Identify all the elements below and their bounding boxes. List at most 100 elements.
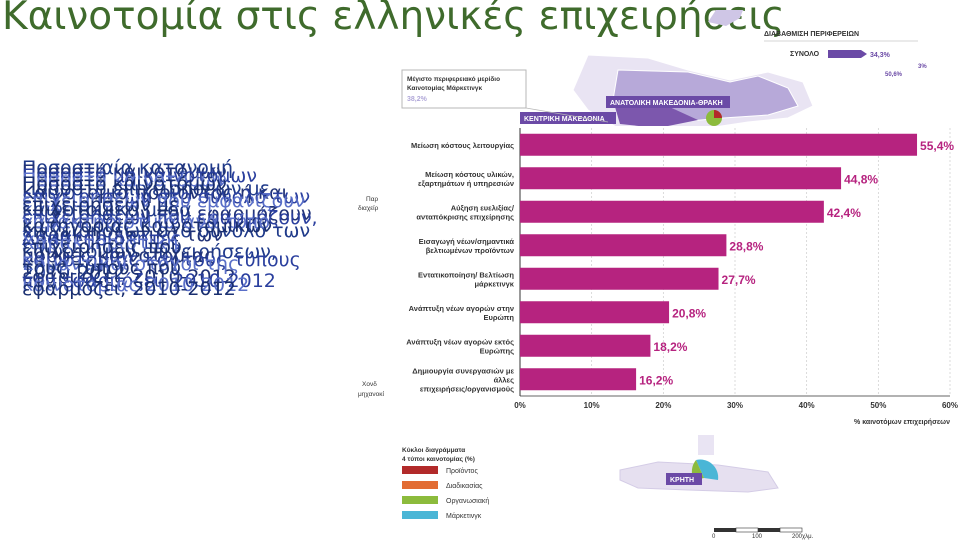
map-pie-slice — [714, 110, 722, 118]
caption-line: καινοτομικό μέσα — [22, 199, 192, 221]
bar — [520, 200, 824, 223]
scale-200: 200χλμ. — [792, 534, 814, 540]
x-tick-label: 30% — [727, 401, 743, 410]
figure: ΔΙΑΒΑΘΜΙΣΗ ΠΕΡΙΦΕΡΕΙΩΝ ΣΥΝΟΛΟ 34,3% 3% 5… — [358, 10, 958, 540]
scale-seg-3 — [758, 528, 780, 532]
bar — [520, 334, 651, 357]
legend-label: Μάρκετινγκ — [446, 512, 482, 520]
caption-line: μορφές καινοτομίας — [22, 245, 216, 267]
bar-value-label: 18,2% — [653, 340, 687, 354]
bar-chart: 0% 10% 20% 30% 40% 50% 60% 55,4% Μείωση κόστους … — [386, 126, 958, 426]
caption-line: επιχειρήσεων με — [22, 194, 180, 216]
bar — [520, 301, 670, 324]
crete-pie-marketing — [696, 459, 719, 480]
left-cut-2: διαχείρ — [358, 204, 379, 212]
category-label: Ευρώπης — [480, 346, 514, 355]
caption-block: Ποσοστό μη καινοτόμων επιχειρήσεων στο σύ… — [22, 166, 318, 292]
caption-line: Καινοτομία προϊόντος ή και — [22, 182, 289, 204]
bar — [520, 234, 727, 257]
caption-line: Ποσοστό μη καινοτόμων — [22, 165, 257, 187]
bar — [520, 267, 719, 290]
category-label: Ευρώπη — [484, 313, 515, 322]
legend-title-2: 4 τύποι καινοτομίας (%) — [402, 456, 475, 463]
scale-100: 100 — [752, 534, 763, 540]
bar — [520, 368, 637, 391]
map-region-piece — [708, 10, 743, 26]
total-label: ΣΥΝΟΛΟ — [790, 51, 820, 58]
callout-box — [401, 69, 527, 109]
left-cut-labels: Παρ διαχείρ Χονδ μηχανοκί — [358, 196, 384, 398]
legend-label: Προϊόντος — [446, 467, 478, 475]
region-east-label: ΑΝΑΤΟΛΙΚΗ ΜΑΚΕΔΟΝΙΑ-ΘΡΑΚΗ — [610, 100, 723, 107]
region-central-label: ΚΕΝΤΡΙΚΗ ΜΑΚΕΔΟΝΙΑ — [524, 116, 605, 123]
caption-line: κατηγορίας καινοτομικών — [22, 215, 272, 237]
category-label: μάρκετινγκ — [474, 279, 514, 288]
callout-value: 38,2% — [407, 96, 428, 103]
caption-line: επιχειρήσεων που εφαρμόζουν — [22, 203, 312, 225]
legend-label: Διαδικασίας — [446, 482, 483, 490]
bar — [520, 133, 918, 156]
region-ranking-panel: ΔΙΑΒΑΘΜΙΣΗ ΠΕΡΙΦΕΡΕΙΩΝ ΣΥΝΟΛΟ 34,3% 3% 5… — [764, 31, 927, 78]
scale-seg-4 — [779, 527, 803, 533]
caption-line: Σημαντικοί στόχοι της — [22, 253, 240, 275]
caption-line: επιχειρήσεων που εμφανίζουν — [22, 190, 305, 212]
max-share-callout: Μέγιστο περιφερειακό μερίδιο Καινοτομίας… — [401, 69, 609, 123]
caption-line: Ποσοστό επιχειρήσεων με — [22, 178, 270, 200]
x-axis-title: % καινοτόμων επιχειρήσεων — [854, 419, 950, 426]
bar-value-label: 42,4% — [827, 206, 861, 220]
scale-seg-1 — [714, 528, 736, 532]
bar-value-label: 28,8% — [729, 239, 763, 253]
caption-line: Ποσοστό καινοτόμων — [22, 169, 227, 191]
x-tick-label: 40% — [799, 401, 815, 410]
region-crete-label-bg — [666, 473, 702, 485]
caption-block: Ποσοστό καινοτόμων Καινοτομία προϊόντος ή… — [22, 162, 312, 288]
aux-value-1: 50,6% — [885, 72, 903, 78]
x-tick-label: 50% — [870, 401, 886, 410]
category-label: βελτιωμένων προϊόντων — [426, 246, 514, 255]
caption-line: που εφαρμόζει, 2010-2012 — [22, 270, 276, 292]
legend-swatch — [402, 481, 438, 489]
caption-block: Ποσοστιαία κατανομή Ποσοστό επιχειρήσεων … — [22, 158, 310, 284]
caption-line: καινοτόμων επιχειρήσεων, — [22, 241, 277, 263]
bar — [520, 167, 842, 190]
legend-swatch — [402, 496, 438, 504]
category-label: εξαρτημάτων ή υπηρεσιών — [418, 179, 514, 188]
callout-leader — [525, 107, 609, 123]
x-tick-label: 10% — [584, 401, 600, 410]
category-label: Δημιουργία συνεργασιών με — [412, 366, 514, 375]
category-label: επιχειρήσεις/οργανισμούς — [420, 384, 514, 393]
region-central-label-bg — [520, 112, 616, 124]
scale-bar: 0 100 200χλμ. — [712, 527, 814, 540]
caption-line: Ποσοστό καινοτόμων — [22, 161, 227, 183]
callout-title-2: Καινοτομίας Μάρκετινγκ — [407, 85, 482, 92]
caption-line: Χαρακτηριστικά των — [22, 224, 223, 246]
category-label: Εισαγωγή νέων/σημαντικά — [419, 237, 515, 246]
caption-line: χαρακτηριστικά ανά τύπο — [22, 211, 271, 233]
caption-line: επιχειρήσεων στο σύνολο των — [22, 220, 311, 242]
bar-value-label: 20,8% — [672, 306, 706, 320]
category-label: Ανάπτυξη νέων αγορών εκτός — [406, 337, 514, 346]
caption-line: εφαρμόζει, 2010-2012 — [22, 278, 236, 300]
category-label: Μείωση κόστους λειτουργίας — [411, 141, 514, 150]
category-label: Εντατικοποίηση/ Βελτίωση — [418, 270, 514, 279]
caption-line: Δραστηριότητες — [22, 228, 182, 250]
total-arrow-bar — [828, 50, 867, 58]
left-cut-4: μηχανοκί — [358, 390, 384, 398]
bar-value-label: 27,7% — [722, 273, 756, 287]
bar-value-label: 16,2% — [639, 373, 673, 387]
caption-line: επιχειρήσεις που — [22, 236, 182, 258]
x-tick-label: 0% — [514, 401, 526, 410]
caption-line: τους τύπους που — [22, 257, 181, 279]
caption-block: Ποσοστό καινοτόμων επιχειρήσεων με κατηγορ… — [22, 174, 272, 300]
aux-value-2: 3% — [918, 64, 927, 70]
caption-line: Ποσοστό καινοτόμων — [22, 173, 227, 195]
x-tick-label: 60% — [942, 401, 958, 410]
scale-0: 0 — [712, 534, 716, 540]
category-label: Αύξηση ευελιξίας/ — [451, 203, 515, 212]
caption-line: 2010-2012 — [22, 262, 126, 284]
region-crete-label: ΚΡΗΤΗ — [670, 477, 694, 484]
legend-swatch — [402, 466, 438, 474]
panel-title: ΔΙΑΒΑΘΜΙΣΗ ΠΕΡΙΦΕΡΕΙΩΝ — [764, 31, 859, 38]
region-east-label-bg — [606, 96, 730, 108]
category-label: Μείωση κόστους υλικών, — [425, 170, 514, 179]
